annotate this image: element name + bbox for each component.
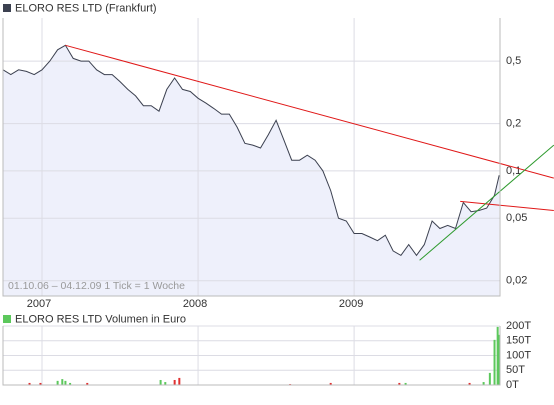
plot-frame (2, 326, 501, 386)
volume-bar (28, 382, 31, 385)
volume-bar (498, 334, 501, 385)
trend-line (65, 44, 554, 179)
y-tick-label: 50T (506, 364, 525, 376)
y-tick-label: 200T (506, 320, 531, 332)
legend-swatch (3, 315, 11, 323)
volume-bar (468, 382, 471, 385)
legend-label: ELORO RES LTD Volumen in Euro (15, 313, 186, 325)
y-tick-label: 0,02 (506, 275, 527, 287)
price-line (2, 44, 500, 257)
y-tick-label: 0,05 (506, 212, 527, 224)
volume-bar (404, 382, 407, 385)
range-note: 01.10.06 – 04.12.09 1 Tick = 1 Woche (8, 280, 185, 292)
y-tick-label: 0,5 (506, 55, 521, 67)
volume-bar (69, 382, 72, 385)
x-tick-label: 2008 (183, 298, 207, 310)
volume-bar (398, 382, 401, 385)
volume-bar (64, 380, 67, 385)
volume-bar (488, 372, 491, 385)
x-tick-label: 2009 (339, 298, 363, 310)
volume-bar (159, 379, 162, 385)
volume-bar (496, 326, 499, 385)
legend-label: ELORO RES LTD (Frankfurt) (15, 2, 157, 14)
volume-bar (493, 339, 496, 385)
volume-bar (56, 380, 59, 385)
legend-swatch (3, 4, 11, 12)
volume-bar (86, 382, 89, 385)
trend-line (460, 200, 554, 211)
volume-bar (329, 382, 332, 385)
volume-bar (164, 382, 167, 385)
volume-bar (39, 382, 42, 385)
y-tick-label: 100T (506, 349, 531, 361)
y-tick-label: 0,2 (506, 118, 521, 130)
y-tick-label: 150T (506, 335, 531, 347)
plot-frame (2, 18, 501, 297)
volume-bar (61, 379, 64, 385)
y-tick-label: 0T (506, 379, 519, 391)
volume-bar (173, 379, 176, 385)
volume-bar (482, 382, 485, 385)
volume-bar (178, 377, 181, 385)
x-tick-label: 2007 (27, 298, 51, 310)
trend-line (419, 144, 554, 261)
